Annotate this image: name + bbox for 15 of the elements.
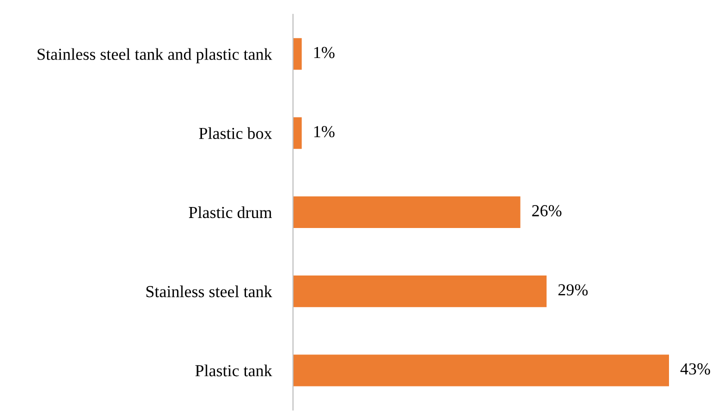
y-tick-label: Plastic drum	[188, 206, 272, 218]
bar	[293, 275, 547, 308]
y-tick-label: Plastic box	[199, 127, 272, 140]
y-tick-label: Stainless steel tank and plastic tank	[38, 48, 272, 64]
data-label: 26%	[532, 205, 562, 216]
bar	[293, 196, 520, 228]
data-label: 1%	[314, 126, 335, 138]
y-tick-label: Stainless steel tank	[146, 286, 272, 298]
bar	[293, 117, 302, 149]
bar	[293, 354, 669, 386]
y-tick-label: Plastic tank	[195, 364, 272, 376]
data-label: 43%	[680, 363, 710, 375]
data-label: 1%	[314, 46, 335, 58]
bar	[293, 38, 302, 70]
data-label: 29%	[558, 284, 588, 296]
